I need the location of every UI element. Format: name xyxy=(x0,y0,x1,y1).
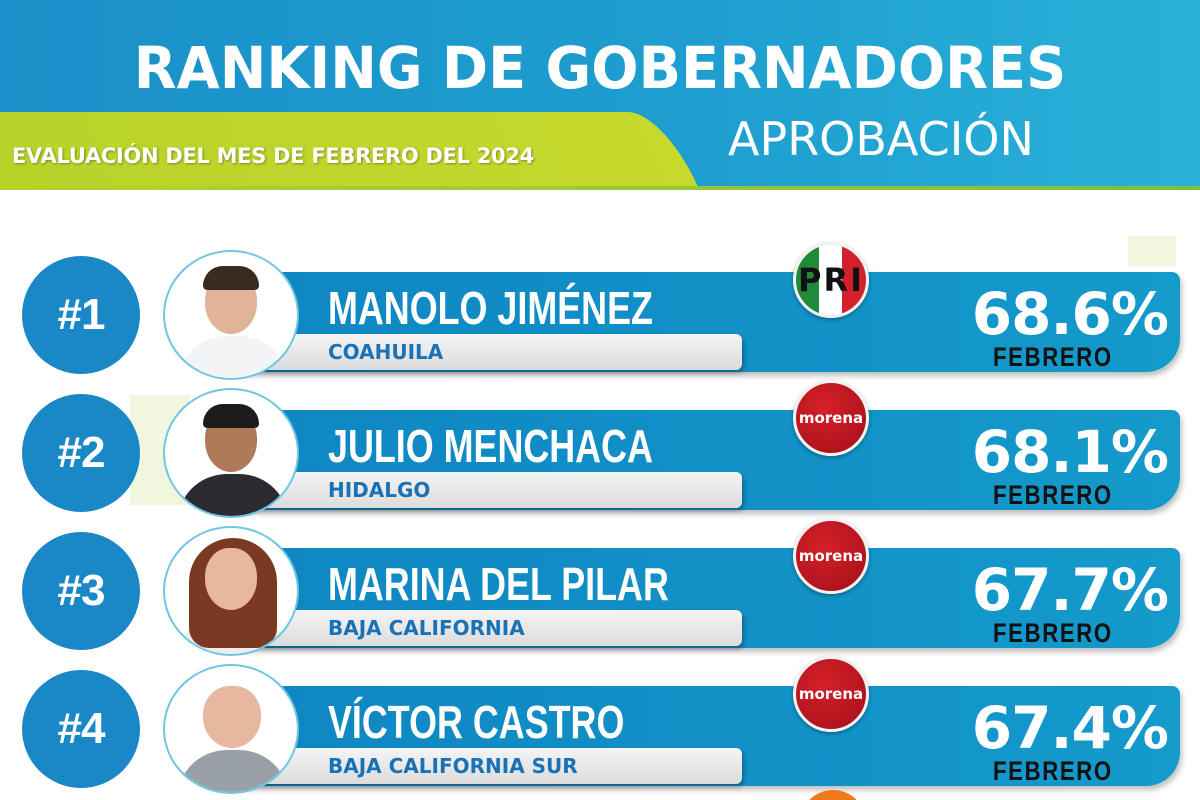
next-party-logo-icon xyxy=(800,790,866,800)
approval-percentage: 67.7% xyxy=(971,556,1169,624)
governor-name: VÍCTOR CASTRO xyxy=(328,696,625,748)
rank-badge: #2 xyxy=(22,394,140,512)
state-band xyxy=(250,748,742,784)
month-label: FEBRERO xyxy=(993,342,1113,372)
rank-badge: #3 xyxy=(22,532,140,650)
ranking-row-2: #2 JULIO MENCHACA HIDALGO morena 68.1% F… xyxy=(0,380,1200,518)
pri-logo-icon: PRI xyxy=(793,242,869,318)
face-shape xyxy=(205,548,257,610)
approval-percentage: 68.6% xyxy=(971,280,1169,348)
state-band xyxy=(250,334,742,370)
approval-percentage: 67.4% xyxy=(971,694,1169,762)
governor-photo xyxy=(163,388,299,518)
month-label: FEBRERO xyxy=(993,756,1113,786)
hair-shape xyxy=(203,404,259,428)
governor-state: HIDALGO xyxy=(328,478,431,502)
evaluation-subtitle: EVALUACIÓN DEL MES DE FEBRERO DEL 2024 xyxy=(12,144,534,168)
month-label: FEBRERO xyxy=(993,480,1113,510)
header-banner: RANKING DE GOBERNADORES EVALUACIÓN DEL M… xyxy=(0,0,1200,190)
governor-state: BAJA CALIFORNIA SUR xyxy=(328,754,578,778)
party-logo-text: morena xyxy=(798,547,864,565)
shirt-shape xyxy=(177,750,289,792)
page-title: RANKING DE GOBERNADORES xyxy=(133,34,1067,102)
morena-logo-icon: morena xyxy=(793,518,869,594)
governor-state: COAHUILA xyxy=(328,340,444,364)
governor-name: MARINA DEL PILAR xyxy=(328,558,669,610)
rank-badge: #1 xyxy=(22,256,140,374)
governor-photo xyxy=(163,526,299,656)
state-band xyxy=(250,472,742,508)
month-label: FEBRERO xyxy=(993,618,1113,648)
governor-photo xyxy=(163,250,299,380)
hair-shape xyxy=(203,266,259,290)
decor-block xyxy=(1128,236,1176,266)
governor-name: JULIO MENCHACA xyxy=(328,420,653,472)
jacket-shape xyxy=(177,474,289,516)
approval-percentage: 68.1% xyxy=(971,418,1169,486)
morena-logo-icon: morena xyxy=(793,656,869,732)
morena-logo-icon: morena xyxy=(793,380,869,456)
ranking-row-3: #3 MARINA DEL PILAR BAJA CALIFORNIA more… xyxy=(0,518,1200,656)
party-logo-text: morena xyxy=(798,409,864,427)
governor-photo xyxy=(163,664,299,794)
party-logo-text: PRI xyxy=(798,261,864,299)
face-shape xyxy=(203,686,261,748)
ranking-row-1: #1 MANOLO JIMÉNEZ COAHUILA PRI 68.6% FEB… xyxy=(0,242,1200,380)
party-logo-text: morena xyxy=(798,685,864,703)
header-divider xyxy=(0,186,1200,190)
state-band xyxy=(250,610,742,646)
governor-name: MANOLO JIMÉNEZ xyxy=(328,282,653,334)
section-label: APROBACIÓN xyxy=(728,112,1034,166)
governor-state: BAJA CALIFORNIA xyxy=(328,616,525,640)
shirt-shape xyxy=(177,336,289,378)
rank-badge: #4 xyxy=(22,670,140,788)
ranking-row-4: #4 VÍCTOR CASTRO BAJA CALIFORNIA SUR mor… xyxy=(0,656,1200,794)
